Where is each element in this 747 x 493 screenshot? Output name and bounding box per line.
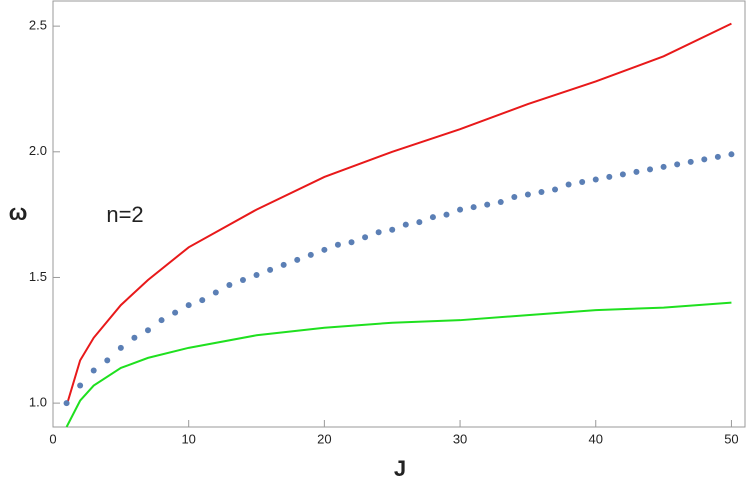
- series-point: [443, 211, 450, 218]
- series-point: [294, 256, 301, 263]
- series-point: [728, 151, 735, 158]
- y-tick-label: 1.0: [29, 395, 47, 410]
- series-point: [701, 156, 708, 163]
- x-tick-label: 40: [589, 431, 603, 446]
- y-axis-label: ω: [9, 200, 28, 225]
- series-point: [117, 344, 124, 351]
- series-point: [334, 241, 341, 248]
- series-point: [674, 161, 681, 168]
- series-point: [172, 309, 179, 316]
- series-point: [267, 266, 274, 273]
- series-point: [239, 276, 246, 283]
- series-point: [402, 221, 409, 228]
- series-point: [212, 289, 219, 296]
- series-point: [714, 153, 721, 160]
- series-point: [606, 173, 613, 180]
- series-point: [321, 246, 328, 253]
- series-point: [565, 181, 572, 188]
- series-point: [362, 234, 369, 241]
- series-point: [633, 168, 640, 175]
- x-tick-label: 20: [317, 431, 331, 446]
- plot-frame: [52, 0, 746, 428]
- series-point: [538, 189, 545, 196]
- series-line: [65, 22, 732, 406]
- series-point: [470, 204, 477, 211]
- series-point: [660, 163, 667, 170]
- series-point: [687, 158, 694, 165]
- y-tick-label: 1.5: [29, 269, 47, 284]
- series-point: [647, 166, 654, 173]
- series-point: [90, 367, 97, 374]
- series-point: [511, 194, 518, 201]
- series-point: [131, 334, 138, 341]
- series-point: [579, 178, 586, 185]
- series-point: [307, 251, 314, 258]
- series-point: [484, 201, 491, 208]
- y-tick-label: 2.5: [29, 18, 47, 33]
- series-line: [65, 301, 732, 428]
- x-tick-label: 0: [49, 431, 56, 446]
- series-point: [199, 297, 206, 304]
- series-point: [280, 261, 287, 268]
- series-point: [389, 226, 396, 233]
- series-point: [348, 239, 355, 246]
- series-point: [104, 357, 111, 364]
- series-point: [185, 302, 192, 309]
- series-point: [63, 400, 70, 407]
- series-point: [552, 186, 559, 193]
- series-point: [592, 176, 599, 183]
- series-point: [226, 282, 233, 288]
- series-point: [253, 271, 260, 278]
- series-point: [416, 219, 423, 226]
- series-point: [429, 214, 436, 221]
- series-point: [524, 191, 531, 198]
- series-point: [375, 229, 382, 236]
- series-point: [457, 206, 464, 213]
- series-point: [77, 382, 84, 389]
- annotation: n=2: [106, 202, 143, 227]
- series-point: [144, 327, 151, 334]
- series-point: [619, 171, 626, 178]
- x-tick-label: 50: [724, 431, 738, 446]
- x-axis-label: J: [394, 456, 406, 481]
- x-tick-label: 10: [181, 431, 195, 446]
- x-tick-label: 30: [453, 431, 467, 446]
- series-point: [497, 199, 504, 206]
- series-point: [158, 317, 165, 324]
- y-tick-label: 2.0: [29, 143, 47, 158]
